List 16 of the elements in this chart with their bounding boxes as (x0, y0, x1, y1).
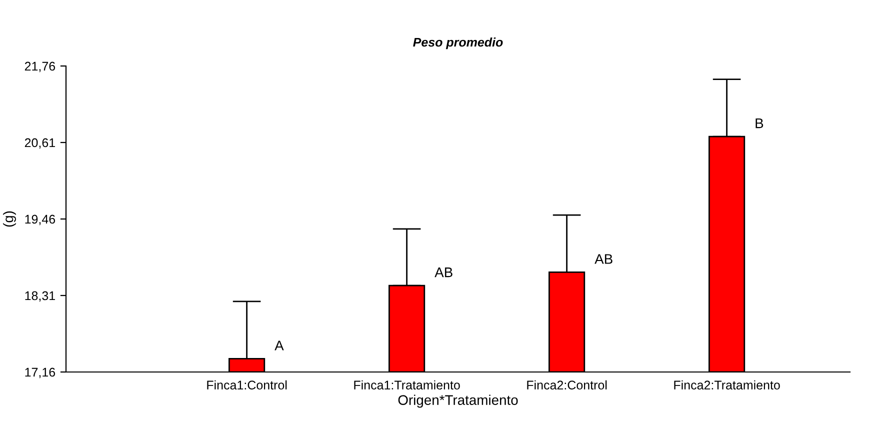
x-tick-label: Finca1:Control (207, 380, 287, 390)
x-tick-label: Finca1:Tratamiento (354, 380, 460, 390)
annotation: AB (434, 268, 452, 278)
x-tick-label: Finca2:Tratamiento (674, 380, 780, 390)
chart-title: Peso promedio (413, 37, 503, 50)
annotation: AB (594, 254, 612, 264)
y-tick-label: 21,76 (24, 62, 56, 72)
annotation: B (756, 118, 764, 128)
x-tick-label: Finca2:Control (527, 380, 607, 390)
y-axis-title: (g) (3, 211, 16, 227)
y-tick-label: 17,16 (25, 368, 56, 378)
y-tick-label: 18,31 (25, 291, 55, 302)
x-axis-title: Origen*Tratamiento (398, 394, 518, 408)
y-tick-label: 20,61 (24, 138, 55, 149)
annotation: A (274, 340, 284, 350)
y-tick-label: 19,46 (25, 214, 56, 226)
